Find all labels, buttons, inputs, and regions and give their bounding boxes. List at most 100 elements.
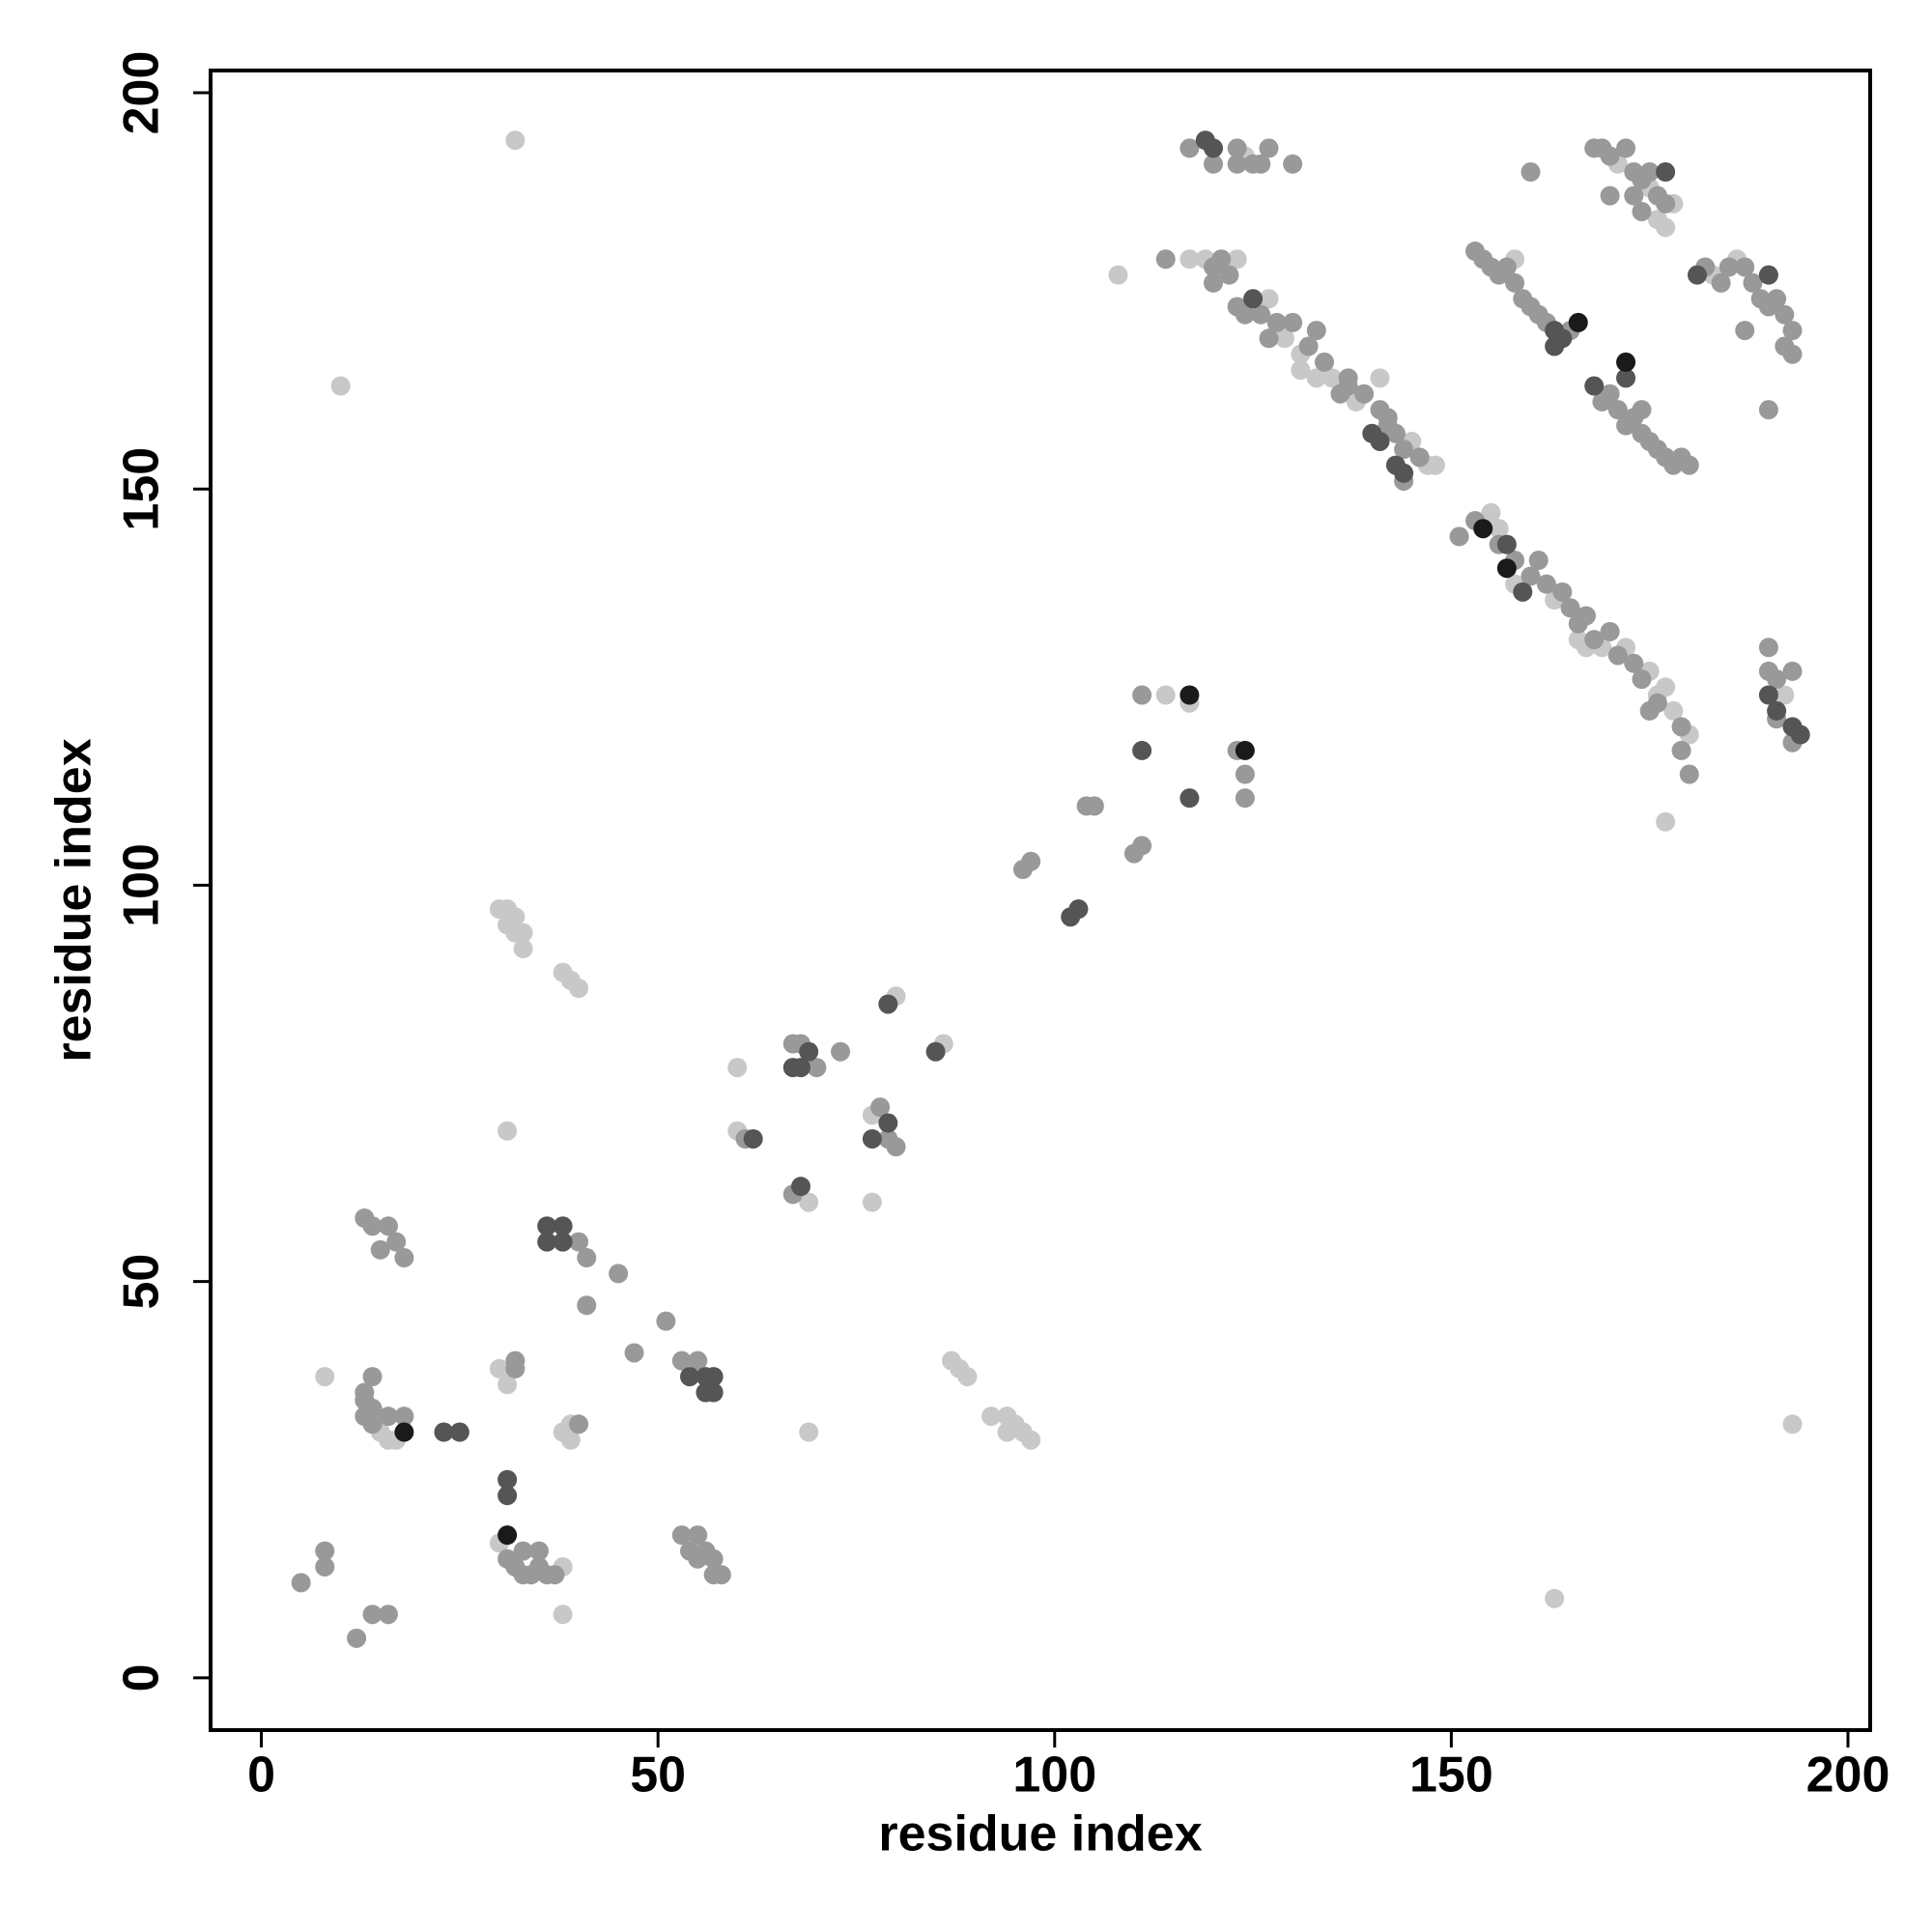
point <box>1545 336 1565 356</box>
point <box>807 1058 827 1078</box>
point <box>1758 400 1778 420</box>
point <box>1647 693 1667 713</box>
y-tick-label: 0 <box>114 1663 170 1691</box>
point <box>1155 685 1176 705</box>
point <box>1283 312 1303 332</box>
point <box>1235 740 1255 760</box>
point <box>553 1216 573 1236</box>
point <box>1298 336 1319 356</box>
point <box>743 1128 763 1149</box>
y-tick-label: 50 <box>114 1254 170 1310</box>
point <box>1758 265 1778 285</box>
point <box>378 1605 398 1625</box>
point <box>497 1486 518 1506</box>
point <box>624 1343 644 1363</box>
point <box>1656 811 1676 832</box>
point <box>497 1469 518 1490</box>
point <box>1227 249 1247 270</box>
point <box>1600 384 1620 404</box>
point <box>799 1192 819 1212</box>
point <box>1068 899 1089 920</box>
point <box>1425 455 1445 475</box>
point <box>513 939 533 959</box>
point <box>1370 400 1390 420</box>
point <box>1632 669 1652 690</box>
point <box>1211 249 1232 270</box>
point <box>1179 685 1200 705</box>
point <box>1560 598 1580 618</box>
point <box>671 1525 692 1546</box>
point <box>1679 455 1699 475</box>
point <box>1607 400 1628 420</box>
point <box>1235 304 1255 325</box>
point <box>878 1113 898 1133</box>
point <box>1204 272 1224 293</box>
point <box>878 994 898 1014</box>
point <box>1227 138 1247 158</box>
point <box>656 1311 676 1331</box>
point <box>1632 202 1652 222</box>
point <box>513 1541 533 1561</box>
point <box>1552 582 1573 602</box>
point <box>1370 431 1390 451</box>
point <box>1758 685 1778 705</box>
point <box>799 1041 819 1062</box>
point <box>545 1565 565 1585</box>
point <box>1132 740 1152 760</box>
point <box>1481 502 1501 523</box>
point <box>1473 519 1493 539</box>
y-tick-label: 200 <box>114 51 170 135</box>
point <box>394 1248 414 1268</box>
point <box>1219 265 1239 285</box>
plot-frame <box>209 69 1872 1732</box>
x-tick-label: 0 <box>247 1747 275 1804</box>
point <box>1568 312 1588 332</box>
point <box>609 1264 629 1284</box>
point <box>1632 400 1652 420</box>
point <box>330 376 351 396</box>
point <box>553 1232 573 1252</box>
point <box>1274 328 1294 349</box>
point <box>1577 606 1597 626</box>
point <box>1449 526 1469 547</box>
point <box>1291 360 1311 381</box>
point <box>1283 154 1303 174</box>
point <box>799 1422 819 1442</box>
point <box>569 1232 589 1252</box>
point <box>1639 162 1660 183</box>
point <box>577 1248 597 1268</box>
point <box>505 130 526 151</box>
point <box>1179 249 1200 270</box>
point <box>1600 621 1620 641</box>
point <box>1663 700 1684 721</box>
point <box>688 1525 708 1546</box>
point <box>688 1548 708 1569</box>
x-tick-label: 150 <box>1409 1747 1493 1804</box>
point <box>703 1548 724 1569</box>
point <box>1545 1588 1565 1608</box>
x-tick-label: 50 <box>630 1747 686 1804</box>
point <box>394 1406 414 1427</box>
point <box>1584 376 1605 396</box>
point <box>1155 249 1176 270</box>
point <box>1656 677 1676 697</box>
point <box>1536 574 1556 594</box>
point <box>1505 272 1525 293</box>
point <box>886 1137 906 1157</box>
point <box>394 1422 414 1442</box>
point <box>378 1406 398 1427</box>
point <box>1616 138 1636 158</box>
point <box>560 1430 581 1450</box>
point <box>925 1041 946 1062</box>
point <box>703 1382 724 1403</box>
point <box>1782 321 1803 341</box>
point <box>680 1367 700 1387</box>
point <box>1735 321 1755 341</box>
plot-area <box>291 130 1810 1648</box>
point <box>1306 368 1326 388</box>
point <box>497 1121 518 1141</box>
point <box>1656 217 1676 238</box>
point <box>1520 566 1541 586</box>
point <box>1338 368 1358 388</box>
point <box>1656 162 1676 183</box>
